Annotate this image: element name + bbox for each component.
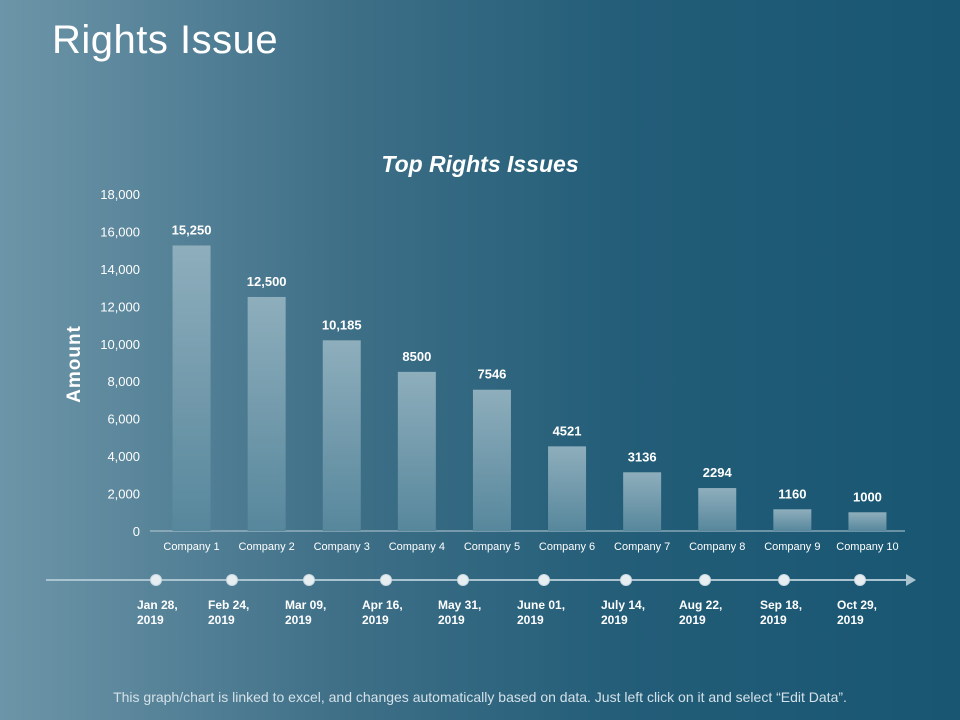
timeline-dot	[150, 574, 162, 586]
y-tick-label: 8,000	[107, 374, 140, 389]
timeline-date: Jan 28, 2019	[137, 598, 178, 627]
bar-data-label: 12,500	[247, 274, 287, 289]
timeline-dot	[699, 574, 711, 586]
y-tick-label: 10,000	[100, 337, 140, 352]
timeline: Jan 28, 2019 Feb 24, 2019 Mar 09, 2019 Apr …	[0, 560, 960, 640]
timeline-dot	[303, 574, 315, 586]
y-tick-label: 14,000	[100, 262, 140, 277]
timeline-dot	[538, 574, 550, 586]
x-tick-label: Company 1	[163, 541, 219, 553]
bar[interactable]	[172, 245, 211, 531]
y-axis-label: Amount	[64, 325, 85, 403]
bar[interactable]	[848, 512, 887, 531]
bar-data-label: 2294	[703, 465, 733, 480]
x-tick-label: Company 2	[239, 541, 295, 553]
data-labels-group: 15,250 12,500 10,185 8500 7546 4521 3136 2294 11…	[172, 222, 882, 504]
bar-data-label: 15,250	[172, 222, 212, 237]
y-tick-label: 0	[133, 524, 140, 539]
x-tick-label: Company 10	[836, 541, 898, 553]
timeline-dot	[854, 574, 866, 586]
y-axis-ticks: 0 2,000 4,000 6,000 8,000 10,000 12,000 14,000 1…	[100, 187, 140, 539]
timeline-dot	[226, 574, 238, 586]
x-tick-label: Company 8	[689, 541, 745, 553]
bar[interactable]	[548, 446, 587, 531]
x-tick-label: Company 9	[764, 541, 820, 553]
timeline-dot	[620, 574, 632, 586]
bar-chart[interactable]: Top Rights Issues Amount 0 2,000 4,000 6,00…	[0, 0, 960, 570]
y-tick-label: 16,000	[100, 224, 140, 239]
timeline-arrow-icon	[906, 574, 916, 586]
y-tick-label: 12,000	[100, 299, 140, 314]
bar[interactable]	[773, 509, 812, 531]
bar[interactable]	[623, 472, 662, 531]
timeline-date: Feb 24, 2019	[208, 598, 250, 627]
chart-title: Top Rights Issues	[381, 151, 578, 177]
bar[interactable]	[472, 389, 511, 531]
timeline-date: May 31, 2019	[438, 598, 482, 627]
bar[interactable]	[698, 488, 737, 531]
bar-data-label: 4521	[553, 423, 582, 438]
bar-data-label: 7546	[477, 367, 506, 382]
bar-data-label: 10,185	[322, 317, 362, 332]
footer-note: This graph/chart is linked to excel, and…	[113, 689, 847, 705]
bar-data-label: 1000	[853, 489, 882, 504]
timeline-line	[46, 579, 908, 581]
bar[interactable]	[247, 296, 286, 531]
x-tick-label: Company 6	[539, 541, 595, 553]
x-axis-ticks: Company 1 Company 2 Company 3 Company 4 Comp…	[163, 541, 898, 553]
bar[interactable]	[397, 371, 436, 531]
timeline-dot	[380, 574, 392, 586]
timeline-date: Apr 16, 2019	[362, 598, 403, 627]
timeline-date: Aug 22, 2019	[679, 598, 723, 627]
timeline-date: Oct 29, 2019	[837, 598, 878, 627]
x-tick-label: Company 4	[389, 541, 445, 553]
timeline-date: July 14, 2019	[601, 598, 646, 627]
timeline-date: June 01, 2019	[517, 598, 566, 627]
bars-group	[172, 245, 887, 531]
y-tick-label: 6,000	[107, 412, 140, 427]
timeline-dot	[778, 574, 790, 586]
slide-title: Rights Issue	[52, 18, 279, 62]
timeline-dot	[457, 574, 469, 586]
bar[interactable]	[322, 340, 361, 531]
y-tick-label: 2,000	[107, 487, 140, 502]
timeline-date: Sep 18, 2019	[760, 598, 803, 627]
y-tick-label: 18,000	[100, 187, 140, 202]
bar-data-label: 3136	[628, 449, 657, 464]
timeline-date: Mar 09, 2019	[285, 598, 327, 627]
x-tick-label: Company 7	[614, 541, 670, 553]
y-tick-label: 4,000	[107, 449, 140, 464]
x-tick-label: Company 5	[464, 541, 520, 553]
x-tick-label: Company 3	[314, 541, 370, 553]
bar-data-label: 8500	[402, 349, 431, 364]
bar-data-label: 1160	[778, 486, 806, 501]
